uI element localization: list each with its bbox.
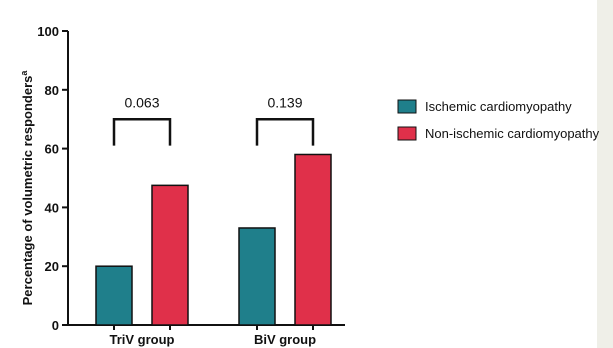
y-axis-label-text: Percentage of volumetric responders xyxy=(20,76,35,306)
y-tick-label: 0 xyxy=(52,318,59,333)
legend-label: Non-ischemic cardiomyopathy xyxy=(425,126,600,141)
p-value-label: 0.063 xyxy=(124,94,159,110)
y-tick-label: 20 xyxy=(45,259,59,274)
bar-biv-group-series-2 xyxy=(294,153,332,326)
y-axis-label: Percentage of volumetric respondersa xyxy=(19,70,35,306)
x-tick-label: BiV group xyxy=(254,332,316,347)
legend-label: Ischemic cardiomyopathy xyxy=(425,99,572,114)
y-axis-label-superscript: a xyxy=(19,70,29,76)
y-tick-label: 80 xyxy=(45,83,59,98)
p-value-label: 0.139 xyxy=(267,94,302,110)
significance-brackets: 0.063 0.139 xyxy=(112,94,315,146)
y-ticks: 0 20 40 60 80 100 xyxy=(37,24,68,333)
x-tick-label: TriV group xyxy=(110,332,175,347)
legend-swatch xyxy=(397,99,417,114)
y-tick-label: 100 xyxy=(37,24,59,39)
bar-triv-group-series-1 xyxy=(95,265,133,326)
legend: Ischemic cardiomyopathy Non-ischemic card… xyxy=(397,99,600,141)
bar-triv-group-series-2 xyxy=(151,184,189,326)
legend-swatch xyxy=(397,126,417,141)
bar-biv-group-series-1 xyxy=(238,227,276,326)
x-tick-labels: TriV group BiV group xyxy=(110,325,316,347)
y-tick-label: 40 xyxy=(45,200,59,215)
significance-bracket xyxy=(112,117,172,146)
significance-bracket xyxy=(255,117,315,146)
bars xyxy=(95,153,332,326)
y-tick-label: 60 xyxy=(45,142,59,157)
